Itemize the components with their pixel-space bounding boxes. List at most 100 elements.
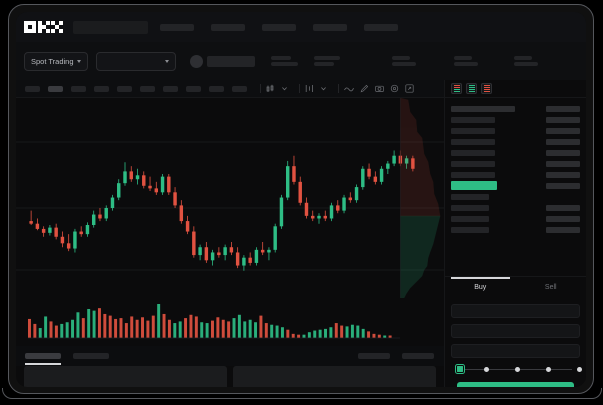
- candlestick-chevron-down-icon[interactable]: [281, 85, 288, 92]
- tab-buy-label: Buy: [474, 284, 487, 291]
- candlestick-svg: [16, 141, 444, 271]
- nav-item-earn[interactable]: [313, 23, 347, 31]
- draw-pencil-icon[interactable]: [360, 84, 369, 93]
- orders-panel-right[interactable]: [233, 366, 436, 387]
- market-stat-2-label: [313, 56, 340, 60]
- spot-trading-dropdown[interactable]: Spot Trading: [24, 51, 88, 71]
- timeframe-10[interactable]: [232, 85, 247, 92]
- percent-step-75[interactable]: [546, 366, 551, 372]
- timeframe-4[interactable]: [94, 85, 109, 92]
- market-stat-4-label: [453, 56, 472, 60]
- indicators-icon[interactable]: [305, 84, 314, 93]
- fullscreen-icon[interactable]: [405, 84, 414, 93]
- percent-step-25[interactable]: [484, 366, 489, 372]
- table-row[interactable]: [451, 136, 580, 147]
- orderbook-mode-asks-only[interactable]: [481, 83, 492, 94]
- submit-buy-button[interactable]: [457, 382, 574, 387]
- toolbar-divider: [260, 84, 261, 93]
- nav-item-trade[interactable]: [211, 23, 245, 31]
- pair-select-dropdown[interactable]: [95, 51, 176, 71]
- order-book[interactable]: [445, 98, 586, 276]
- volume-svg: [28, 304, 400, 339]
- screenshot-camera-icon[interactable]: [375, 84, 384, 93]
- spot-trading-label: Spot Trading: [31, 56, 74, 66]
- chevron-down-icon: [164, 59, 169, 63]
- total-input[interactable]: [451, 344, 580, 358]
- tab-sell-label: Sell: [544, 284, 557, 291]
- table-row[interactable]: [451, 158, 580, 169]
- timeframe-3[interactable]: [71, 85, 86, 92]
- tab-sell[interactable]: Sell: [516, 277, 587, 298]
- market-stat-1: [270, 56, 298, 66]
- timeframe-1[interactable]: [25, 85, 40, 92]
- orderbook-display-modes: [445, 80, 586, 98]
- table-row[interactable]: [451, 224, 580, 235]
- orders-action-2[interactable]: [402, 353, 434, 359]
- market-stat-5-label: [513, 56, 532, 60]
- orders-action-1[interactable]: [358, 353, 390, 359]
- orders-panels: [16, 366, 444, 387]
- timeframe-2-active[interactable]: [48, 85, 63, 92]
- nav-item-derivatives[interactable]: [262, 23, 296, 31]
- tab-buy[interactable]: Buy: [445, 277, 516, 298]
- orderbook-header-row: [451, 103, 580, 114]
- logo-letter-o: [24, 21, 36, 33]
- table-row[interactable]: [451, 213, 580, 224]
- chevron-down-icon: [76, 59, 81, 63]
- trade-side-tabs: Buy Sell: [445, 276, 586, 298]
- table-row[interactable]: [451, 191, 580, 202]
- timeframe-8[interactable]: [186, 85, 201, 92]
- toolbar-divider: [299, 84, 300, 93]
- market-stat-3: [391, 56, 416, 66]
- table-row[interactable]: [451, 125, 580, 136]
- orderbook-col-price: [451, 105, 515, 112]
- pair-name-label: [206, 55, 255, 67]
- percent-slider[interactable]: [455, 364, 582, 376]
- top-navigation-bar: [16, 12, 586, 42]
- device-frame: Spot Trading: [8, 4, 594, 394]
- nav-item-markets[interactable]: [160, 23, 194, 31]
- table-row[interactable]: [451, 114, 580, 125]
- okx-logo-icon[interactable]: [24, 21, 63, 33]
- chart-settings-gear-icon[interactable]: [390, 84, 399, 93]
- order-book-depth-chart: [400, 98, 441, 298]
- timeframe-9[interactable]: [209, 85, 224, 92]
- market-stat-2-value: [313, 62, 334, 66]
- tab-order-history[interactable]: [73, 353, 109, 359]
- logo-letter-x: [51, 21, 63, 33]
- line-overlay-icon[interactable]: [344, 85, 354, 93]
- market-stat-1-value: [270, 62, 298, 66]
- table-row[interactable]: [451, 147, 580, 158]
- price-candlestick-chart[interactable]: [16, 98, 444, 298]
- toolbar-divider: [338, 84, 339, 93]
- market-stat-5-value: [513, 62, 538, 66]
- orderbook-mode-mixed[interactable]: [451, 83, 462, 94]
- orders-panel-left[interactable]: [24, 366, 227, 387]
- volume-histogram[interactable]: [16, 298, 444, 346]
- orderbook-mode-bids-only[interactable]: [466, 83, 477, 94]
- timeframe-6[interactable]: [140, 85, 155, 92]
- indicators-chevron-down-icon[interactable]: [320, 85, 327, 92]
- tab-open-orders[interactable]: [25, 353, 61, 365]
- chart-toolbar: [16, 80, 444, 98]
- market-stat-1-label: [270, 56, 291, 60]
- candlestick-type-icon[interactable]: [266, 84, 275, 93]
- table-row[interactable]: [451, 202, 580, 213]
- market-stat-5: [513, 56, 538, 66]
- orderbook-and-trade-panel: Buy Sell: [444, 80, 586, 387]
- percent-step-100[interactable]: [577, 366, 582, 372]
- table-row[interactable]: [451, 169, 580, 180]
- timeframe-5[interactable]: [117, 85, 132, 92]
- market-stat-3-value: [391, 62, 416, 66]
- percent-slider-handle[interactable]: [456, 365, 464, 373]
- timeframe-7[interactable]: [163, 85, 178, 92]
- price-input[interactable]: [451, 304, 580, 318]
- orderbook-last-price: [451, 180, 580, 191]
- global-search-input[interactable]: [73, 20, 148, 34]
- orders-tabs-bar: [16, 346, 444, 366]
- amount-input[interactable]: [451, 324, 580, 338]
- app-screen: Spot Trading: [16, 12, 586, 387]
- nav-item-more[interactable]: [364, 23, 398, 31]
- market-stat-4-value: [453, 62, 478, 66]
- percent-step-50[interactable]: [515, 366, 520, 372]
